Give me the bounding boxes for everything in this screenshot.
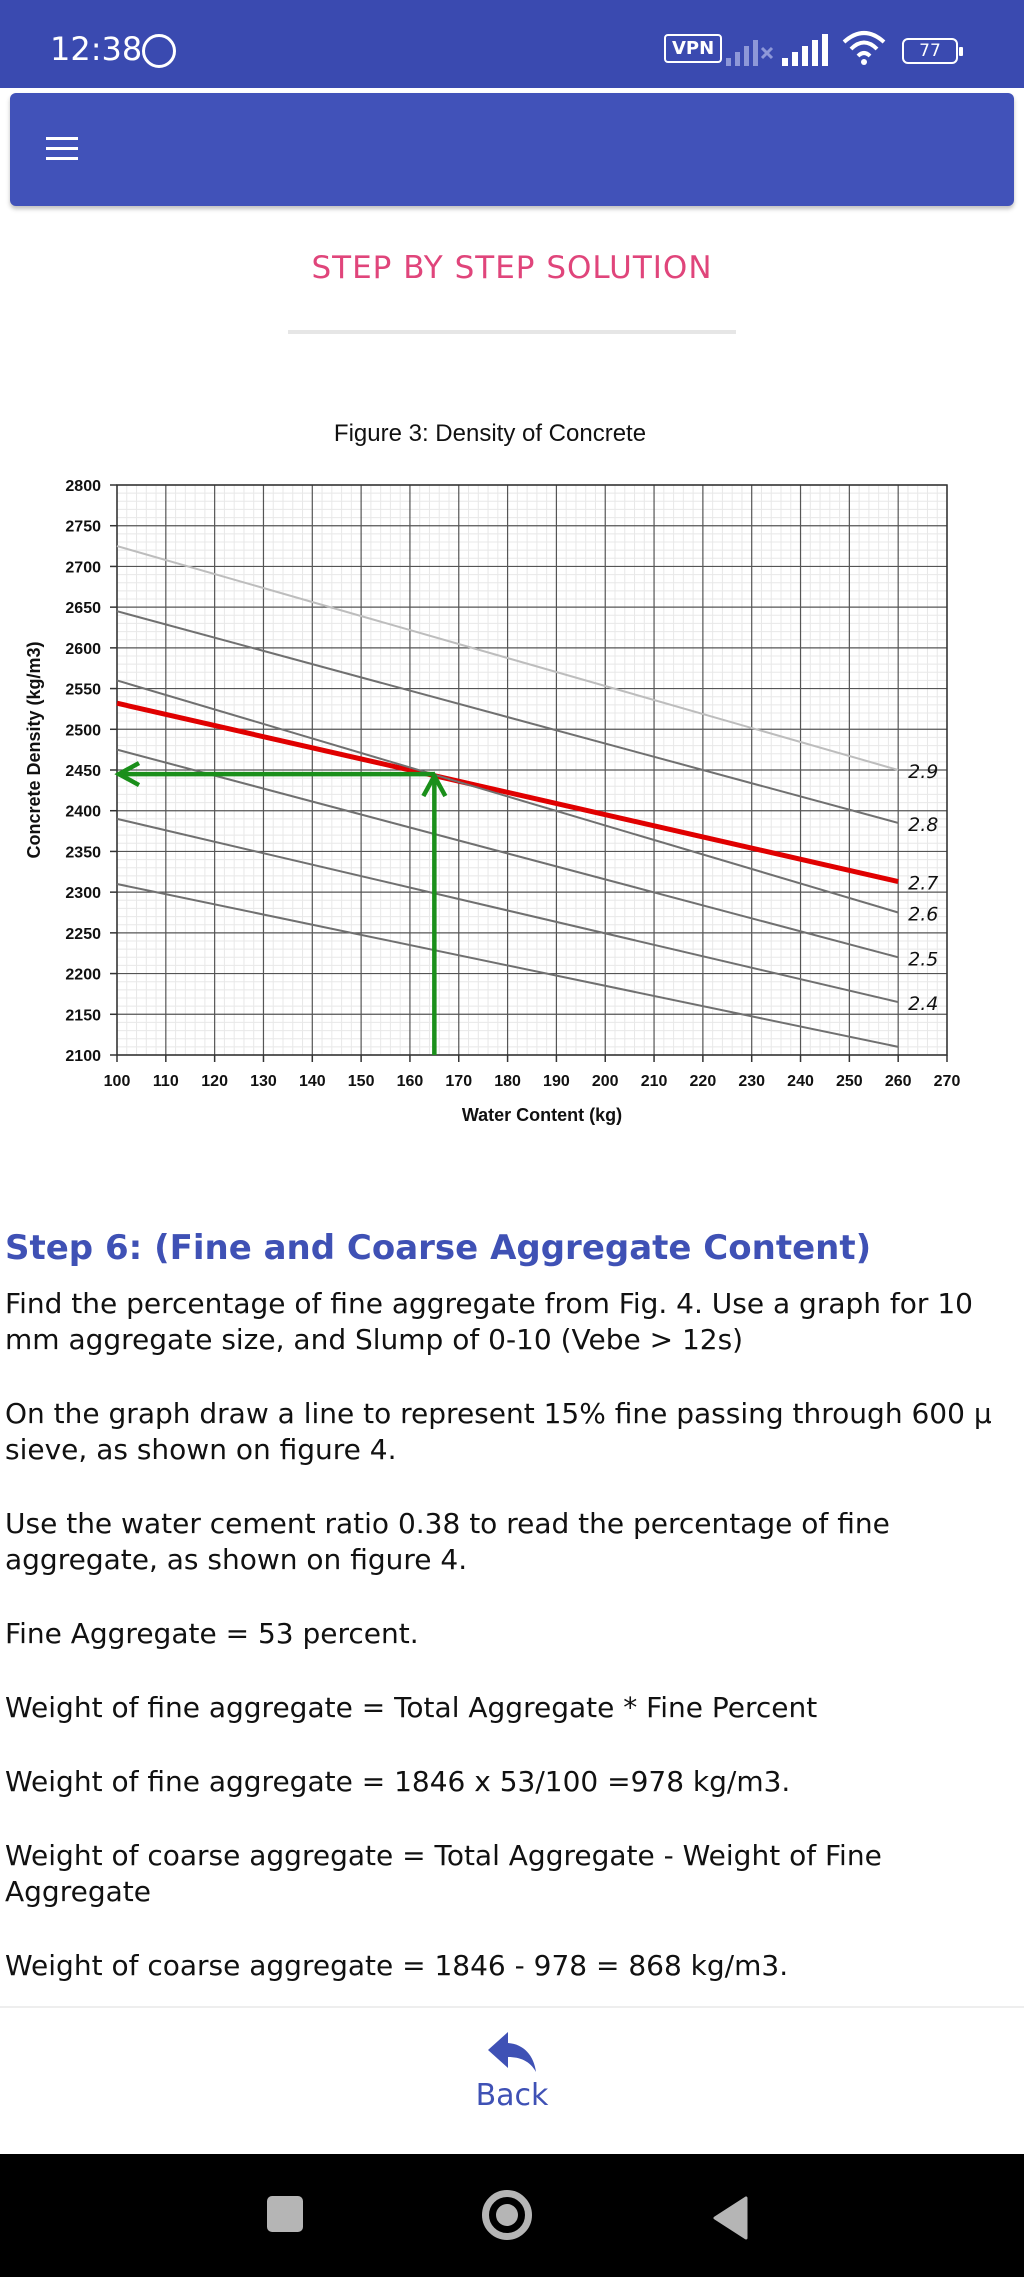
series-label: 2.7	[908, 873, 938, 895]
y-tick-label: 2600	[65, 641, 101, 658]
x-tick-label: 100	[104, 1073, 131, 1090]
series-label: 2.4	[908, 993, 938, 1015]
signal-icon	[726, 40, 774, 66]
y-tick-label: 2650	[65, 600, 101, 617]
series-line	[116, 679, 899, 914]
back-button[interactable]: Back	[462, 2030, 562, 2140]
y-tick-label: 2400	[65, 804, 101, 821]
navigation-bar	[0, 2154, 1024, 2277]
x-tick-label: 200	[592, 1073, 619, 1090]
paragraph: Weight of fine aggregate = Total Aggrega…	[5, 1691, 818, 1724]
x-tick-label: 120	[201, 1073, 228, 1090]
x-tick-label: 170	[445, 1073, 472, 1090]
menu-icon[interactable]	[46, 137, 80, 163]
y-tick-label: 2550	[65, 682, 101, 699]
x-tick-label: 190	[543, 1073, 570, 1090]
series-label: 2.8	[908, 814, 938, 836]
y-tick-label: 2300	[65, 885, 101, 902]
y-tick-label: 2800	[65, 478, 101, 495]
page-title: STEP BY STEP SOLUTION	[311, 250, 713, 286]
x-tick-label: 160	[397, 1073, 424, 1090]
series-label: 2.9	[908, 761, 938, 783]
signal-icon	[782, 34, 828, 66]
x-tick-label: 210	[641, 1073, 668, 1090]
app-bar	[10, 93, 1014, 206]
x-tick-label: 110	[153, 1073, 179, 1090]
x-tick-label: 270	[934, 1073, 961, 1090]
paragraph: Find the percentage of fine aggregate fr…	[5, 1287, 973, 1356]
paragraph: Use the water cement ratio 0.38 to read …	[5, 1507, 890, 1576]
vpn-badge: VPN	[664, 34, 723, 63]
y-tick-label: 2750	[65, 519, 101, 536]
paragraph: Weight of coarse aggregate = 1846 - 978 …	[5, 1949, 789, 1982]
series-label: 2.5	[908, 948, 938, 970]
y-tick-label: 2350	[65, 844, 101, 861]
y-axis-label: Concrete Density (kg/m3)	[24, 641, 44, 858]
y-tick-label: 2700	[65, 559, 101, 576]
paragraph: Fine Aggregate = 53 percent.	[5, 1617, 419, 1650]
x-tick-label: 240	[787, 1073, 814, 1090]
plot-frame	[116, 484, 948, 1056]
x-tick-label: 250	[836, 1073, 863, 1090]
series-line	[116, 610, 899, 824]
y-tick-label: 2100	[65, 1048, 101, 1065]
step-content: Step 6: (Fine and Coarse Aggregate Conte…	[5, 1228, 1015, 2022]
x-tick-label: 230	[738, 1073, 765, 1090]
series-line	[116, 748, 899, 959]
back-label: Back	[475, 2078, 549, 2113]
home-icon[interactable]	[482, 2190, 532, 2240]
footer-divider	[0, 2006, 1024, 2008]
paragraph: Weight of coarse aggregate = Total Aggre…	[5, 1839, 882, 1908]
chart-title: Figure 3: Density of Concrete	[333, 420, 647, 447]
density-chart: Figure 3: Density of Concrete 100 110 120 1…	[0, 410, 1024, 1150]
y-tick-label: 2500	[65, 722, 101, 739]
wifi-icon	[842, 31, 886, 65]
back-triangle-icon[interactable]	[712, 2196, 748, 2240]
reply-arrow-icon	[488, 2032, 536, 2072]
y-tick-label: 2450	[65, 763, 101, 780]
x-tick-label: 140	[299, 1073, 326, 1090]
step-heading: Step 6: (Fine and Coarse Aggregate Conte…	[5, 1228, 872, 1268]
x-tick-label: 260	[885, 1073, 912, 1090]
series-line	[116, 883, 899, 1048]
series-line	[116, 545, 899, 771]
chart-svg: 100 110 120 130 140 150 160 170 180 190 200 210 220 2…	[24, 478, 961, 1125]
recents-icon[interactable]	[267, 2196, 303, 2232]
y-tick-label: 2250	[65, 926, 101, 943]
x-tick-label: 150	[348, 1073, 375, 1090]
y-tick-label: 2200	[65, 967, 101, 984]
x-tick-label: 220	[690, 1073, 717, 1090]
battery-icon: 77	[902, 38, 963, 64]
x-axis-label: Water Content (kg)	[462, 1105, 622, 1125]
series-line	[116, 700, 899, 884]
y-tick-label: 2150	[65, 1007, 101, 1024]
x-tick-label: 180	[494, 1073, 521, 1090]
status-bar: 12:38 VPN 77	[0, 0, 1024, 88]
series-label: 2.6	[908, 904, 938, 926]
title-divider	[288, 330, 736, 334]
annotation-arrowhead	[114, 761, 141, 788]
paragraph: On the graph draw a line to represent 15…	[5, 1397, 992, 1466]
status-time: 12:38	[50, 30, 143, 68]
x-tick-label: 130	[250, 1073, 277, 1090]
series-line	[116, 817, 899, 1004]
paragraph: Weight of fine aggregate = 1846 x 53/100…	[5, 1765, 791, 1798]
whatsapp-icon	[142, 34, 176, 68]
